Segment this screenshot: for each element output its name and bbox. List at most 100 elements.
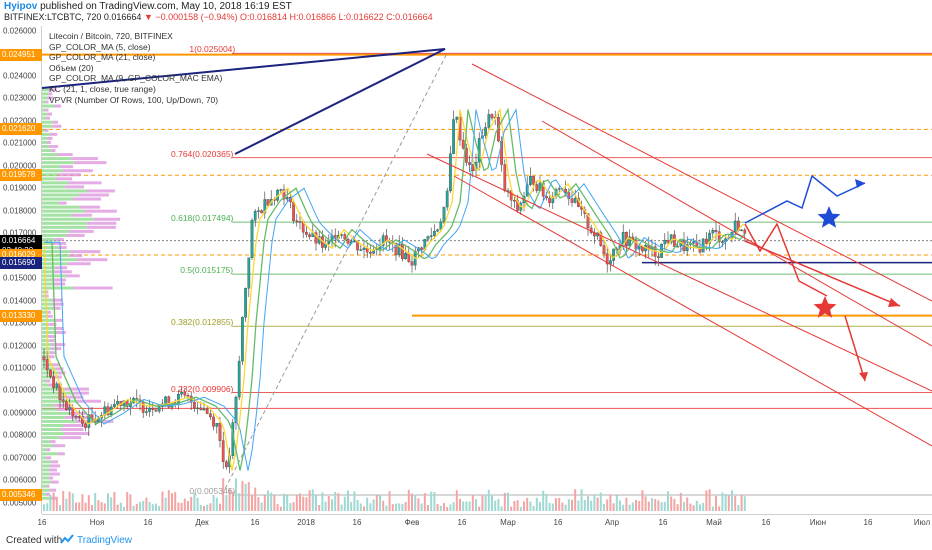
tradingview-brand[interactable]: TradingView — [77, 535, 133, 546]
volume-profile-bar — [42, 213, 73, 217]
volume-bar — [257, 497, 260, 511]
candle — [167, 396, 171, 408]
fib-label: 0.618(0.017494) — [171, 213, 234, 224]
price-tick: 0.008000 — [3, 430, 37, 440]
indicator-item[interactable]: Litecoin / Bitcoin, 720, BITFINEX — [49, 31, 173, 41]
volume-profile-bar — [42, 432, 65, 436]
volume-bar — [139, 501, 141, 511]
candle — [327, 240, 331, 244]
candle — [247, 257, 251, 289]
indicator-item[interactable]: GP_COLOR_MA (5, close) — [49, 41, 151, 52]
volume-bar — [171, 493, 173, 511]
volume-bar — [702, 502, 705, 511]
volume-bar — [209, 503, 212, 511]
volume-bar — [532, 505, 535, 511]
volume-bar — [635, 499, 637, 511]
price-scale[interactable]: 0.0260000.0250000.0240000.0230000.022000… — [0, 26, 42, 514]
volume-bar — [567, 499, 570, 511]
volume-profile-bar — [42, 157, 72, 161]
volume-bar — [420, 503, 423, 511]
candle — [705, 238, 708, 244]
volume-bar — [356, 500, 359, 511]
candle — [445, 190, 449, 208]
volume-profile-bar — [42, 136, 48, 140]
volume-profile-bar — [49, 488, 56, 492]
candle — [45, 359, 49, 371]
volume-bar — [715, 496, 717, 511]
candle — [305, 231, 308, 235]
volume-bar — [734, 496, 737, 511]
volume-profile-bar — [49, 339, 55, 343]
volume-profile-bar — [54, 403, 72, 407]
candle — [225, 461, 228, 468]
volume-bar — [692, 505, 695, 511]
volume-profile-bar — [42, 330, 55, 334]
candle — [490, 114, 494, 119]
indicator-item[interactable]: Объем (20) — [49, 62, 94, 73]
candle — [205, 409, 209, 414]
volume-profile-bar — [47, 310, 51, 314]
candle — [657, 256, 660, 258]
indicator-item[interactable]: GP_COLOR_MA (21, close) — [49, 52, 156, 63]
volume-profile-bar — [93, 217, 121, 221]
candle — [241, 317, 244, 362]
price-label: 0.015690 — [0, 256, 42, 269]
volume-profile-bar — [42, 96, 48, 100]
candle — [292, 201, 295, 222]
volume-bar — [65, 498, 68, 511]
volume-bar — [708, 489, 711, 511]
indicator-item[interactable]: VPVR (Number Of Rows, 100, Up/Down, 70) — [49, 94, 219, 105]
price-chart[interactable] — [42, 26, 932, 514]
indicator-item[interactable]: KC (21, 1, close, true range) — [49, 83, 156, 94]
author-link[interactable]: Hyipov — [4, 1, 38, 12]
candle — [202, 409, 206, 411]
volume-profile-bar — [48, 383, 53, 387]
volume-profile-bar — [48, 144, 59, 148]
volume-profile-bar — [42, 407, 57, 411]
price-tick: 0.011000 — [3, 363, 36, 373]
volume-profile-bar — [54, 326, 64, 330]
volume-bar — [407, 489, 410, 511]
volume-profile-bar — [45, 100, 49, 104]
volume-profile-bar — [53, 306, 61, 310]
volume-bar — [375, 495, 378, 511]
volume-profile-bar — [52, 302, 64, 306]
volume-profile-bar — [48, 92, 53, 96]
volume-profile-bar — [42, 250, 71, 254]
price-tick: 0.023000 — [3, 93, 37, 103]
volume-profile-bar — [71, 157, 98, 161]
volume-bar — [91, 505, 93, 511]
candle — [721, 241, 724, 243]
last-price: 0.016664 — [103, 12, 142, 22]
candle — [74, 415, 78, 418]
volume-profile-bar — [42, 476, 50, 480]
volume-profile-bar — [72, 213, 92, 217]
volume-bar — [555, 498, 557, 511]
volume-bar — [631, 502, 634, 511]
volume-profile-bar — [42, 104, 55, 108]
time-scale[interactable]: 16 Ноя 16 Дек 16 2018 16 Фев 16 Мар 16 Апр 16 Май 16 Ию… — [38, 514, 932, 530]
volume-bar — [174, 492, 177, 511]
volume-profile-bar — [54, 278, 66, 282]
indicator-item[interactable]: GP_COLOR_MA (9, GP_COLOR_MAC EMA) — [49, 73, 223, 84]
volume-bar — [695, 500, 698, 511]
volume-profile-bar — [42, 128, 45, 132]
candle — [708, 232, 711, 244]
volume-bar — [43, 504, 45, 511]
volume-bar — [187, 501, 189, 511]
volume-profile-bar — [50, 480, 59, 484]
volume-profile-bar — [42, 140, 47, 144]
volume-bar — [446, 506, 449, 511]
volume-profile-bar — [48, 322, 57, 326]
volume-bar — [292, 502, 295, 511]
volume-bar — [247, 482, 250, 511]
volume-profile-bar — [42, 274, 67, 278]
volume-profile-bar — [42, 310, 48, 314]
volume-bar — [110, 497, 113, 511]
volume-bar — [551, 503, 554, 511]
candle — [183, 391, 187, 396]
candle — [532, 175, 535, 185]
volume-profile-bar — [42, 399, 78, 403]
symbol-name: BITFINEX:LTCBTC, 720 — [4, 12, 102, 22]
volume-bar — [372, 499, 375, 511]
